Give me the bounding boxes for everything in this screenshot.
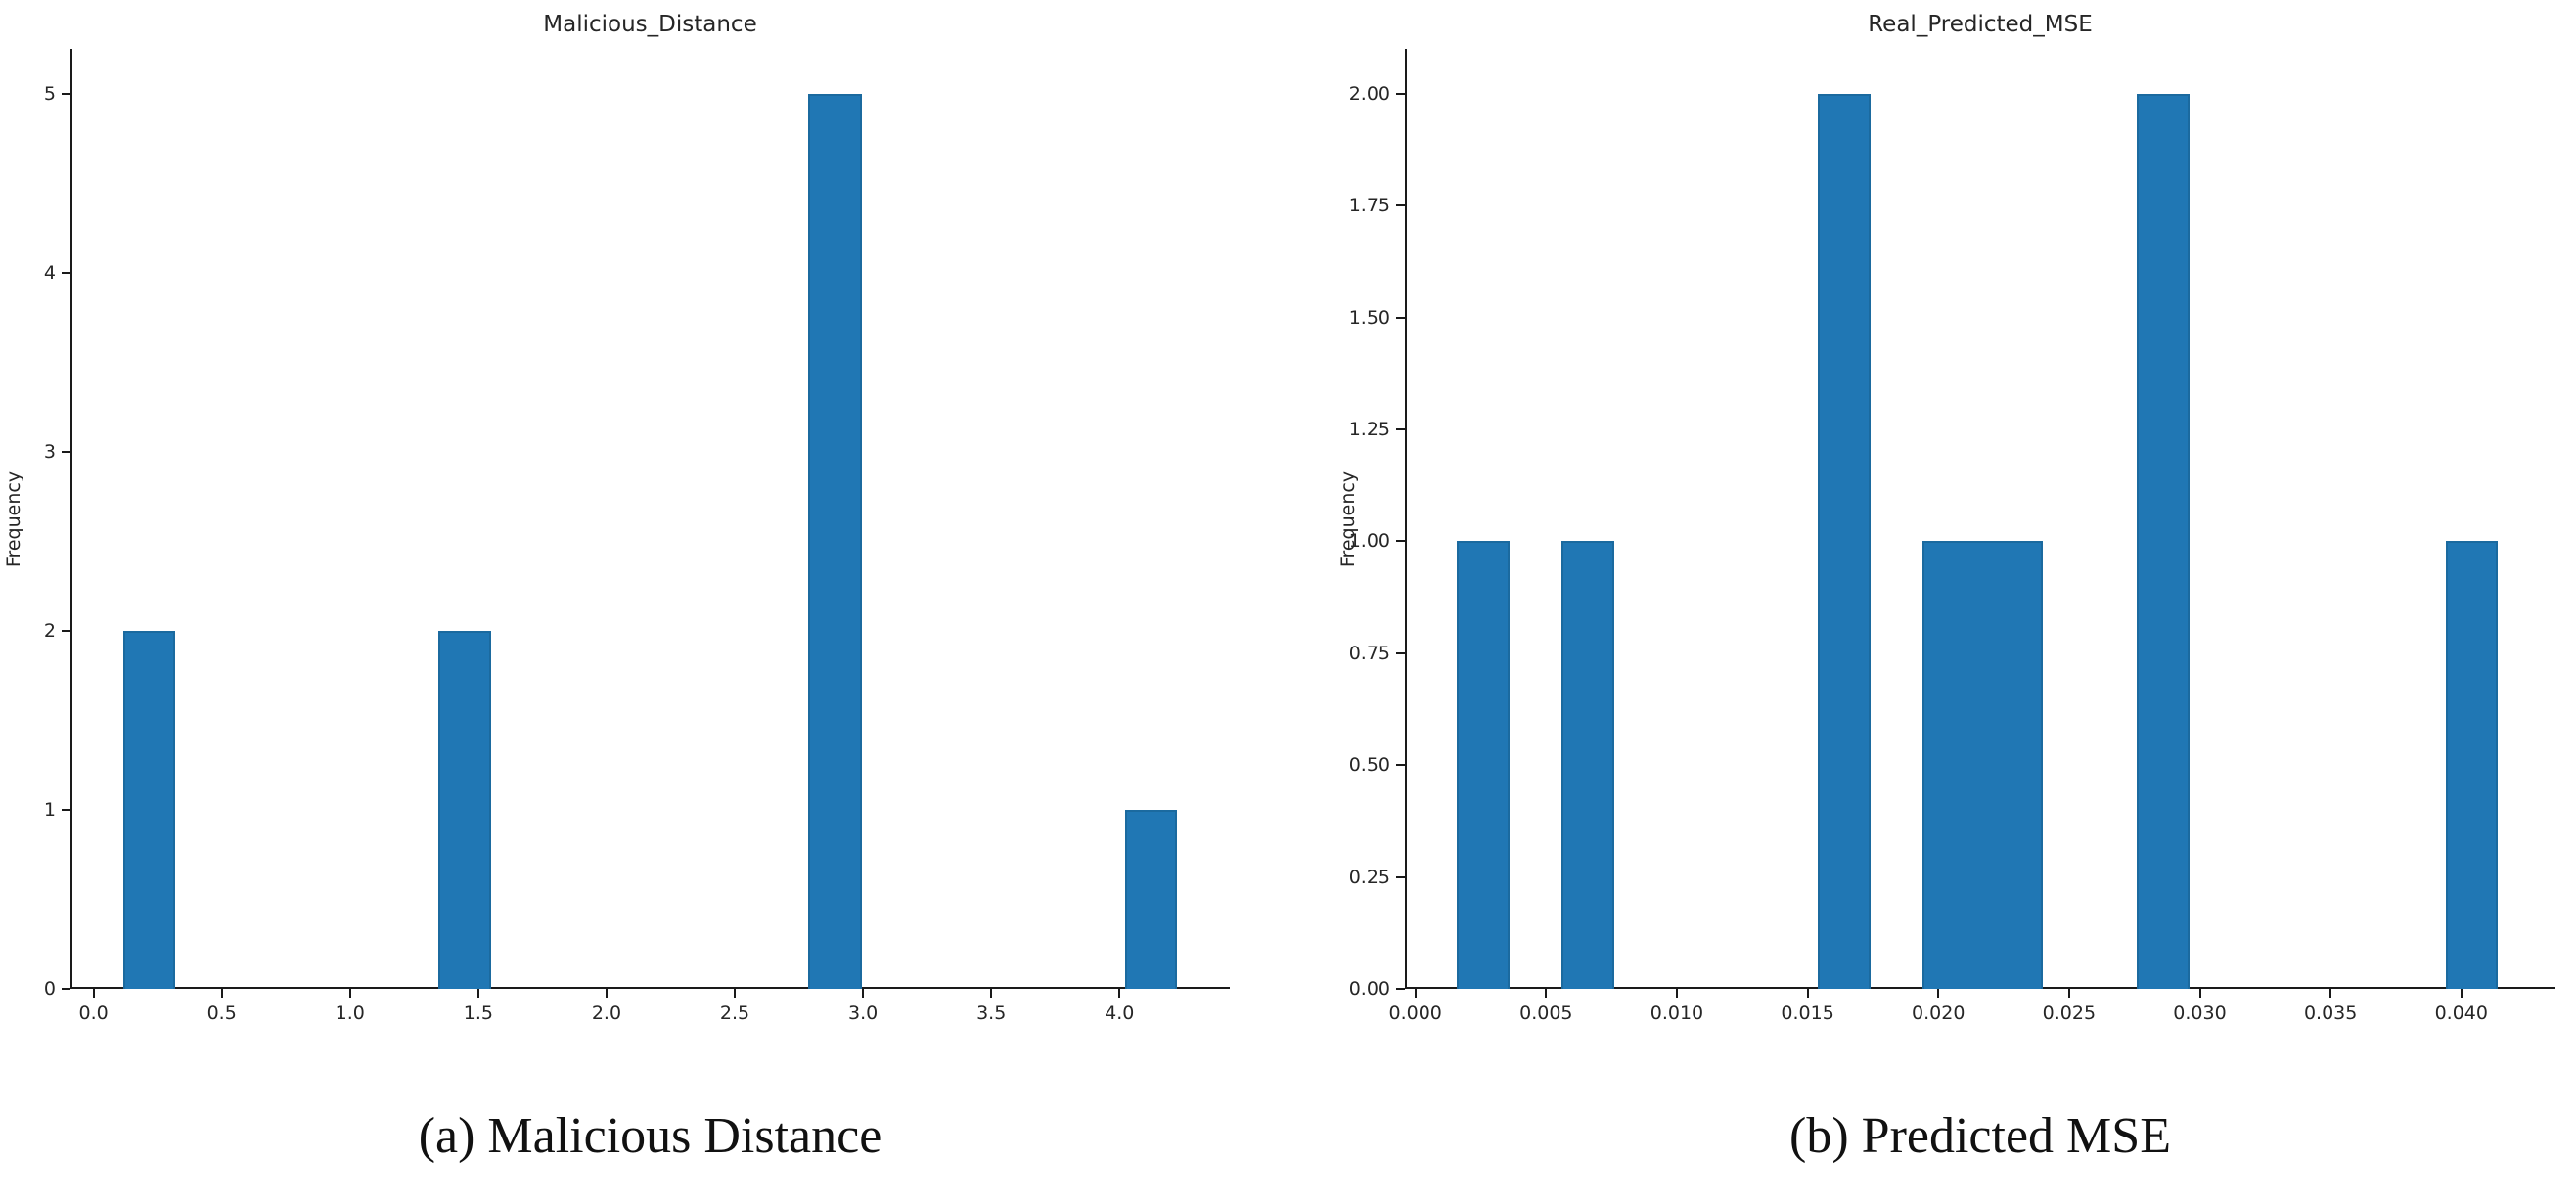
- y-tick-mark: [62, 808, 70, 811]
- x-tick-label: 0.0: [78, 1003, 109, 1024]
- y-tick-mark: [1396, 764, 1405, 767]
- histogram-bar: [438, 630, 491, 989]
- x-tick-mark: [990, 989, 993, 998]
- subfigure-caption-b: (b) Predicted MSE: [1789, 1108, 2171, 1164]
- chart-title: Malicious_Distance: [543, 12, 757, 37]
- plot-area: 0.0 0.5 1.0 1.5 2.0 2.5 3.0 3.5 4.0 0 1 2 3 4 5: [44, 49, 1230, 1024]
- y-tick-label: 4: [43, 261, 56, 284]
- histogram-bar: [1124, 809, 1178, 989]
- x-tick-mark: [1937, 989, 1940, 998]
- chart-title: Real_Predicted_MSE: [1868, 12, 2093, 37]
- x-tick-label: 3.5: [976, 1003, 1007, 1024]
- x-tick-label: 0.5: [206, 1003, 237, 1024]
- x-tick-mark: [862, 989, 865, 998]
- bars-layer: [70, 49, 1230, 989]
- y-tick-mark: [1396, 988, 1405, 990]
- y-tick-label: 1.00: [1348, 530, 1390, 553]
- y-tick-mark: [62, 92, 70, 95]
- y-tick-label: 1.75: [1348, 195, 1390, 217]
- x-tick-mark: [1545, 989, 1548, 998]
- x-tick-mark: [2329, 989, 2332, 998]
- x-tick-mark: [2067, 989, 2070, 998]
- y-tick-mark: [1396, 651, 1405, 654]
- y-tick-mark: [1396, 92, 1405, 95]
- y-tick-label: 0.00: [1348, 978, 1390, 1000]
- x-tick-label: 0.025: [2042, 1003, 2097, 1024]
- histogram-bar: [122, 630, 176, 989]
- x-tick-label: 1.5: [463, 1003, 493, 1024]
- y-tick-label: 5: [43, 82, 56, 105]
- y-tick-mark: [1396, 427, 1405, 430]
- x-tick-mark: [1118, 989, 1121, 998]
- x-tick-label: 2.0: [591, 1003, 622, 1024]
- histogram-bar: [1561, 541, 1614, 989]
- x-tick-label: 0.030: [2173, 1003, 2227, 1024]
- histogram-bar: [1457, 541, 1510, 989]
- x-tick-mark: [1414, 989, 1417, 998]
- histogram-bar: [2445, 541, 2499, 989]
- x-tick-label: 3.0: [847, 1003, 879, 1024]
- x-tick-label: 0.040: [2434, 1003, 2488, 1024]
- y-tick-label: 0.75: [1348, 642, 1390, 664]
- histogram-bar: [807, 93, 862, 989]
- x-tick-mark: [2460, 989, 2463, 998]
- x-tick-label: 0.005: [1519, 1003, 1573, 1024]
- x-tick-mark: [734, 989, 736, 998]
- x-tick-label: 4.0: [1105, 1003, 1135, 1024]
- y-tick-mark: [1396, 875, 1405, 878]
- x-tick-label: 2.5: [719, 1003, 750, 1024]
- x-tick-mark: [476, 989, 479, 998]
- y-axis-label: Frequency: [3, 470, 24, 567]
- x-tick-mark: [348, 989, 351, 998]
- y-tick-label: 2: [43, 619, 56, 642]
- y-axis-spine: [1405, 49, 1407, 989]
- ticks-layer: 0.0 0.5 1.0 1.5 2.0 2.5 3.0 3.5 4.0 0 1 2 3 4 5: [44, 49, 1230, 1024]
- y-tick-label: 1.50: [1348, 306, 1390, 329]
- y-axis-label: Frequency: [1337, 470, 1359, 567]
- y-tick-label: 1: [43, 798, 56, 821]
- histogram-bar: [1818, 93, 1871, 989]
- x-tick-mark: [92, 989, 95, 998]
- y-tick-mark: [1396, 540, 1405, 543]
- y-tick-mark: [1396, 316, 1405, 319]
- subfigure-caption-a: (a) Malicious Distance: [418, 1108, 882, 1164]
- x-axis-spine: [70, 987, 1230, 989]
- x-tick-label: 0.020: [1912, 1003, 1966, 1024]
- ticks-layer: 0.000 0.005 0.010 0.015 0.020 0.025 0.030 0.035…: [1349, 49, 2555, 1024]
- histogram-bar: [2137, 93, 2190, 989]
- x-tick-mark: [1675, 989, 1678, 998]
- bars-layer: [1405, 49, 2555, 989]
- plot-area: 0.000 0.005 0.010 0.015 0.020 0.025 0.030 0.035…: [1349, 49, 2555, 1024]
- y-axis-spine: [70, 49, 72, 989]
- x-tick-mark: [1806, 989, 1809, 998]
- histogram-bar: [1922, 541, 2044, 989]
- y-tick-label: 0.50: [1348, 754, 1390, 777]
- x-tick-label: 0.015: [1781, 1003, 1834, 1024]
- x-tick-label: 0.000: [1388, 1003, 1442, 1024]
- y-tick-label: 2.00: [1348, 82, 1390, 105]
- y-tick-mark: [62, 988, 70, 990]
- y-tick-mark: [62, 629, 70, 632]
- x-tick-label: 0.035: [2303, 1003, 2358, 1024]
- y-tick-label: 1.25: [1348, 418, 1390, 440]
- y-tick-mark: [1396, 204, 1405, 207]
- x-tick-mark: [2198, 989, 2201, 998]
- x-tick-label: 0.010: [1650, 1003, 1704, 1024]
- y-tick-label: 0.25: [1348, 866, 1390, 888]
- y-tick-mark: [62, 450, 70, 453]
- x-tick-label: 1.0: [335, 1003, 365, 1024]
- x-tick-mark: [220, 989, 223, 998]
- y-tick-mark: [62, 271, 70, 274]
- x-tick-mark: [605, 989, 608, 998]
- y-tick-label: 0: [43, 978, 56, 1000]
- y-tick-label: 3: [43, 440, 56, 463]
